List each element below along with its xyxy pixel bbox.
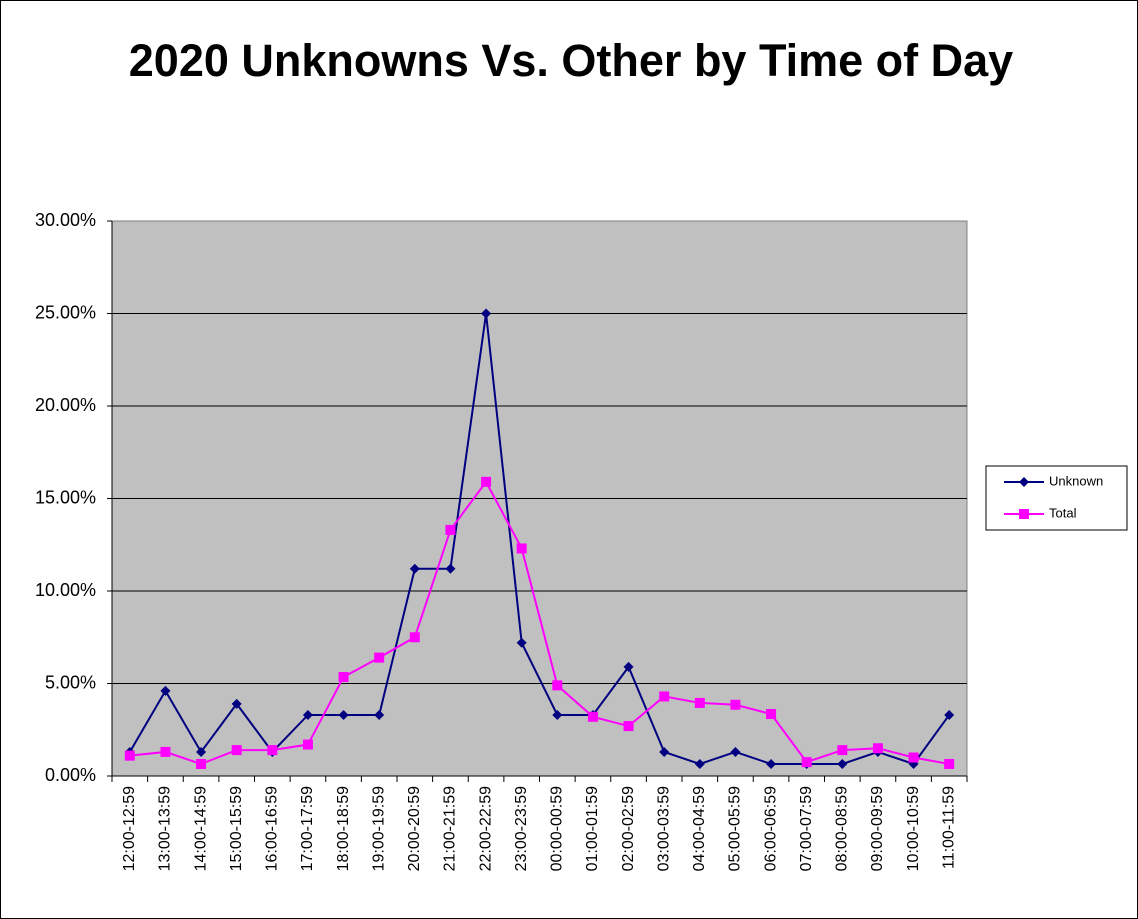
point [481,308,492,319]
y-tick-label: 30.00% [35,210,96,230]
x-tick-label: 13:00-13:59 [157,786,174,872]
point [552,709,563,720]
point [267,745,278,756]
x-tick-label: 04:00-04:59 [691,786,708,872]
point [338,672,349,683]
x-tick-label: 02:00-02:59 [620,786,637,872]
chart-title: 2020 Unknowns Vs. Other by Time of Day [128,35,1014,86]
point [623,721,634,732]
x-tick-label: 20:00-20:59 [406,786,423,872]
point [766,758,777,769]
point [766,709,777,720]
point [837,745,848,756]
point [659,691,670,702]
y-tick-label: 20.00% [35,395,96,415]
y-tick-label: 10.00% [35,580,96,600]
point [481,476,492,487]
point [730,746,741,757]
point [231,698,242,709]
x-tick-label: 01:00-01:59 [584,786,601,872]
x-tick-label: 14:00-14:59 [192,786,209,872]
point [124,750,135,761]
point [374,709,385,720]
x-tick-label: 18:00-18:59 [335,786,352,872]
point [231,745,242,756]
y-tick-label: 25.00% [35,302,96,322]
point [623,661,634,672]
legend-label: Total [1049,505,1077,520]
legend-marker [1019,509,1029,519]
point [516,543,527,554]
point [302,709,313,720]
x-tick-label: 05:00-05:59 [727,786,744,872]
series-line [129,479,950,766]
x-tick-label: 03:00-03:59 [655,786,672,872]
x-tick-label: 11:00-11:59 [940,786,957,869]
x-tick-label: 15:00-15:59 [228,786,245,872]
point [801,757,812,768]
point [196,746,207,757]
x-tick-label: 12:00-12:59 [121,786,138,872]
point [409,563,420,574]
legend-label: Unknown [1049,473,1103,488]
x-tick-label: 17:00-17:59 [299,786,316,872]
point [445,524,456,535]
point [837,758,848,769]
x-tick-label: 10:00-10:59 [905,786,922,872]
point [552,680,563,691]
point [160,746,171,757]
x-tick-label: 07:00-07:59 [798,786,815,872]
point [944,758,955,769]
point [338,709,349,720]
y-tick-label: 0.00% [45,765,96,785]
x-tick-label: 09:00-09:59 [869,786,886,872]
point [160,685,171,696]
x-tick-label: 00:00-00:59 [549,786,566,872]
point [409,632,420,643]
x-tick-label: 22:00-22:59 [477,786,494,872]
point [659,746,670,757]
x-tick-label: 21:00-21:59 [442,786,459,872]
x-tick-label: 08:00-08:59 [834,786,851,872]
point [694,697,705,708]
point [730,699,741,710]
y-tick-label: 5.00% [45,672,96,692]
legend [985,465,1128,531]
point [694,758,705,769]
point [445,563,456,574]
point [944,709,955,720]
x-tick-label: 23:00-23:59 [513,786,530,872]
point [872,743,883,754]
point [302,739,313,750]
point [587,711,598,722]
point [516,637,527,648]
x-tick-label: 19:00-19:59 [370,786,387,872]
point [908,752,919,763]
point [374,652,385,663]
x-tick-label: 16:00-16:59 [264,786,281,872]
y-tick-label: 15.00% [35,487,96,507]
x-tick-label: 06:00-06:59 [762,786,779,872]
series-line [128,313,950,766]
point [196,758,207,769]
legend-marker [1019,477,1029,487]
